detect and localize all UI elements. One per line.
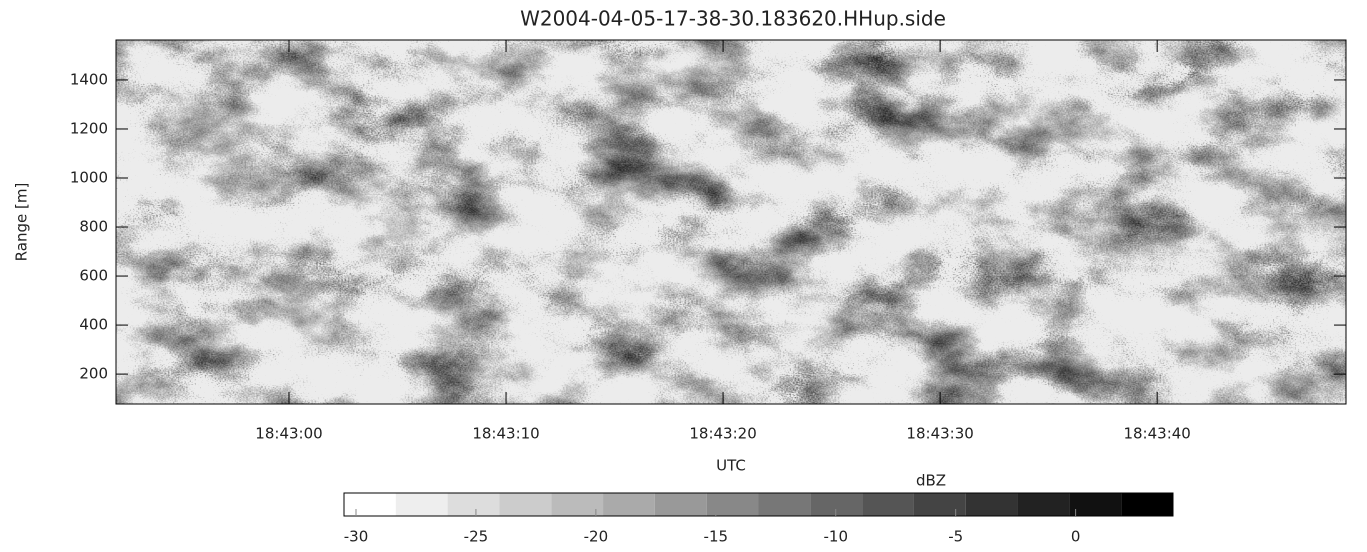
colorbar-bin bbox=[810, 493, 863, 516]
y-axis-label: Range [m] bbox=[13, 183, 31, 262]
colorbar-frame bbox=[343, 492, 1174, 517]
colorbar-tick-label: -25 bbox=[464, 528, 489, 546]
y-tick-label: 400 bbox=[79, 316, 108, 334]
y-tick-label: 1000 bbox=[70, 169, 108, 187]
colorbar-bin bbox=[862, 493, 914, 516]
colorbar-bin bbox=[1121, 493, 1173, 516]
colorbar-bin bbox=[499, 493, 552, 516]
colorbar-tick-label: -5 bbox=[948, 528, 963, 546]
y-tick-label: 600 bbox=[79, 267, 108, 285]
colorbar-bin bbox=[1069, 493, 1122, 516]
y-tick-label: 200 bbox=[79, 365, 108, 383]
radar-image bbox=[116, 40, 1346, 404]
x-tick-label: 18:43:30 bbox=[906, 425, 973, 443]
colorbar-bin bbox=[965, 493, 1018, 516]
colorbar-tick-label: 0 bbox=[1071, 528, 1081, 546]
colorbar-tick-label: -20 bbox=[584, 528, 609, 546]
x-tick-label: 18:43:00 bbox=[255, 425, 322, 443]
colorbar-tick-label: -10 bbox=[823, 528, 848, 546]
colorbar-bin bbox=[758, 493, 811, 516]
colorbar-bin bbox=[706, 493, 759, 516]
colorbar-bin bbox=[551, 493, 604, 516]
colorbar-bin bbox=[603, 493, 655, 516]
colorbar-tick-label: -30 bbox=[344, 528, 369, 546]
x-tick-label: 18:43:20 bbox=[689, 425, 756, 443]
x-tick-label: 18:43:40 bbox=[1123, 425, 1190, 443]
colorbar-bin bbox=[447, 493, 500, 516]
colorbar-bin bbox=[344, 493, 396, 516]
plot-frame bbox=[115, 39, 1347, 405]
y-tick-label: 1400 bbox=[70, 70, 108, 88]
colorbar-bin bbox=[1017, 493, 1070, 516]
colorbar-tick-label: -15 bbox=[704, 528, 729, 546]
chart-title: W2004-04-05-17-38-30.183620.HHup.side bbox=[520, 7, 946, 31]
y-tick-label: 800 bbox=[79, 218, 108, 236]
colorbar-bin bbox=[654, 493, 707, 516]
colorbar-bin bbox=[913, 493, 966, 516]
colorbar-label: dBZ bbox=[916, 472, 946, 490]
x-tick-label: 18:43:10 bbox=[472, 425, 539, 443]
x-axis-label: UTC bbox=[716, 457, 746, 475]
y-tick-label: 1200 bbox=[70, 119, 108, 137]
colorbar-bin bbox=[395, 493, 448, 516]
